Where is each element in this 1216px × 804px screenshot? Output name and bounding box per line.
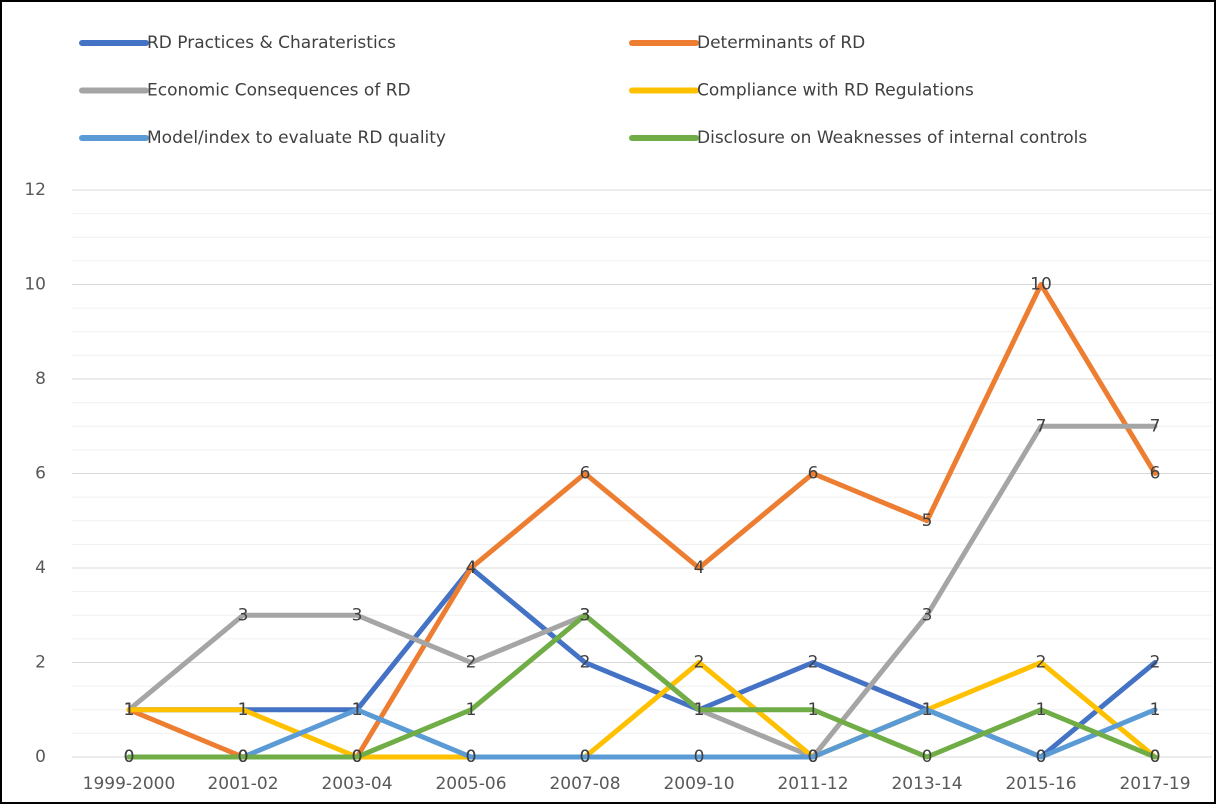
data-label: 4 [466, 558, 477, 578]
legend-label: Economic Consequences of RD [147, 81, 411, 101]
y-tick-label: 6 [35, 464, 46, 484]
data-label: 4 [694, 558, 705, 578]
data-label: 2 [1150, 653, 1161, 673]
data-label: 1 [124, 700, 135, 720]
data-label: 1 [124, 700, 135, 720]
data-label: 0 [466, 747, 477, 767]
data-label: 1 [124, 700, 135, 720]
data-label: 4 [466, 558, 477, 578]
data-label: 1 [1036, 700, 1047, 720]
data-label: 0 [352, 747, 363, 767]
legend-label: Model/index to evaluate RD quality [147, 128, 446, 148]
data-label: 1 [694, 700, 705, 720]
data-label: 0 [1150, 747, 1161, 767]
data-label: 2 [694, 653, 705, 673]
data-label: 0 [1036, 747, 1047, 767]
data-label: 0 [1036, 747, 1047, 767]
data-label: 6 [808, 464, 819, 484]
data-label: 3 [238, 605, 249, 625]
data-label: 2 [580, 653, 591, 673]
x-tick-label: 2001-02 [207, 774, 278, 794]
y-tick-label: 12 [24, 180, 46, 200]
x-tick-label: 2007-08 [549, 774, 620, 794]
data-label: 0 [238, 747, 249, 767]
data-label: 0 [124, 747, 135, 767]
data-label: 7 [1036, 416, 1047, 436]
data-label: 2 [1036, 653, 1047, 673]
data-label: 1 [124, 700, 135, 720]
legend-label: Disclosure on Weaknesses of internal con… [697, 128, 1087, 148]
data-label: 1 [352, 700, 363, 720]
data-label: 7 [1150, 416, 1161, 436]
data-label: 0 [238, 747, 249, 767]
data-label: 1 [808, 700, 819, 720]
data-label: 0 [580, 747, 591, 767]
x-tick-label: 2009-10 [663, 774, 734, 794]
data-label: 3 [922, 605, 933, 625]
data-label: 3 [352, 605, 363, 625]
x-tick-label: 2003-04 [321, 774, 392, 794]
data-label: 1 [922, 700, 933, 720]
data-label: 0 [124, 747, 135, 767]
data-label: 0 [808, 747, 819, 767]
data-label: 0 [808, 747, 819, 767]
data-label: 1 [238, 700, 249, 720]
data-label: 6 [580, 464, 591, 484]
data-label: 0 [352, 747, 363, 767]
data-label: 1 [922, 700, 933, 720]
data-label: 1 [238, 700, 249, 720]
data-label: 0 [1150, 747, 1161, 767]
data-label: 0 [922, 747, 933, 767]
x-tick-label: 2017-19 [1119, 774, 1190, 794]
y-tick-label: 8 [35, 369, 46, 389]
data-label: 0 [238, 747, 249, 767]
data-label: 1 [466, 700, 477, 720]
data-label: 6 [1150, 464, 1161, 484]
data-label: 0 [466, 747, 477, 767]
data-label: 2 [466, 653, 477, 673]
data-label: 1 [922, 700, 933, 720]
data-label: 2 [808, 653, 819, 673]
x-tick-label: 2015-16 [1005, 774, 1076, 794]
data-label: 5 [922, 511, 933, 531]
legend-label: RD Practices & Charateristics [147, 33, 396, 53]
legend-label: Determinants of RD [697, 33, 865, 53]
data-label: 3 [580, 605, 591, 625]
y-tick-label: 4 [35, 558, 46, 578]
series-line [126, 612, 1158, 760]
x-tick-label: 2011-12 [777, 774, 848, 794]
legend-label: Compliance with RD Regulations [697, 81, 974, 101]
x-tick-label: 2013-14 [891, 774, 962, 794]
data-label: 0 [694, 747, 705, 767]
data-label: 1 [1150, 700, 1161, 720]
y-tick-label: 0 [35, 747, 46, 767]
data-label: 1 [694, 700, 705, 720]
data-label: 0 [580, 747, 591, 767]
x-tick-label: 2005-06 [435, 774, 506, 794]
data-label: 10 [1030, 275, 1052, 295]
y-tick-label: 2 [35, 653, 46, 673]
data-label: 1 [694, 700, 705, 720]
data-label: 0 [352, 747, 363, 767]
x-tick-label: 1999-2000 [83, 774, 176, 794]
data-label: 3 [580, 605, 591, 625]
y-tick-label: 10 [24, 275, 46, 295]
data-label: 0 [808, 747, 819, 767]
data-label: 1 [352, 700, 363, 720]
